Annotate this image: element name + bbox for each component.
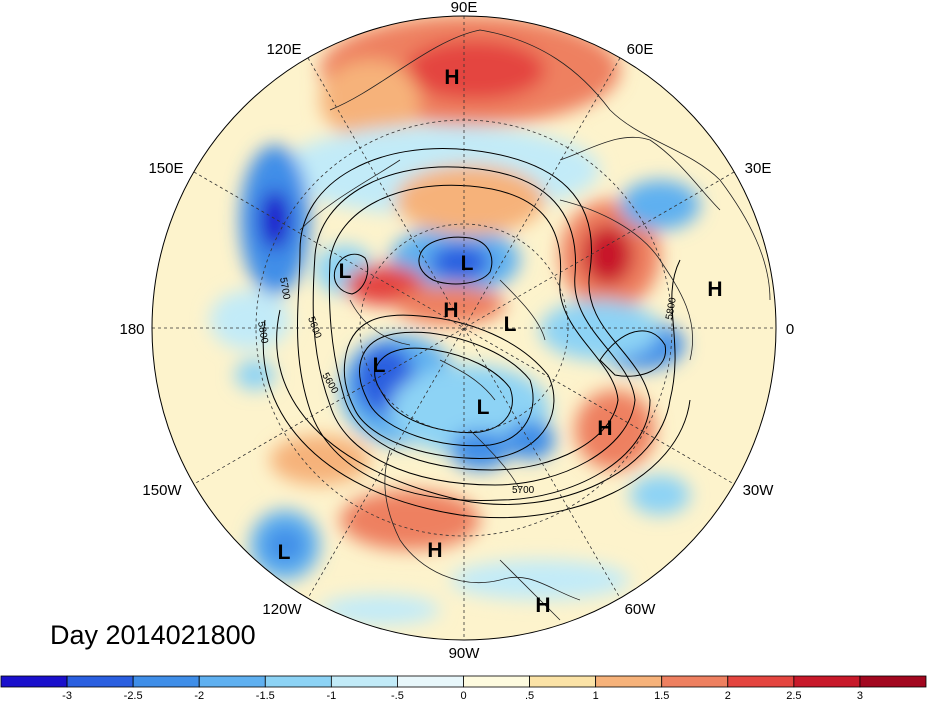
contour-label: 5700	[277, 277, 292, 301]
colorbar-tick-label: -1	[326, 690, 336, 702]
coastlines	[299, 29, 771, 621]
colorbar-ticks: -3 -2.5 -2 -1.5 -1 -.5 0 .5 1 1.5 2 2.5 3	[62, 690, 863, 702]
pressure-centers: H L L H L H L L H H L H	[278, 66, 723, 617]
colorbar-tick-label: .5	[525, 690, 534, 702]
low-pressure-marker: L	[504, 313, 517, 336]
colorbar-tick-label: 0	[460, 690, 466, 702]
high-pressure-marker: H	[707, 278, 722, 301]
colorbar-swatch	[264, 675, 332, 688]
colorbar-tick-label: 2	[725, 690, 731, 702]
colorbar-swatch	[66, 675, 134, 688]
high-pressure-marker: H	[444, 66, 459, 89]
low-pressure-marker: L	[278, 541, 291, 564]
colorbar-swatch	[463, 675, 530, 688]
lon-label-120e: 120E	[266, 41, 301, 58]
contour-label: 5700	[512, 485, 535, 496]
day-label: Day 2014021800	[50, 620, 256, 650]
contour-label: 5800	[255, 321, 270, 345]
lon-label-120w: 120W	[262, 601, 302, 618]
colorbar-swatch	[132, 675, 200, 688]
colorbar-swatch	[397, 675, 464, 688]
colorbar-swatch	[661, 675, 729, 688]
colorbar-tick-label: 3	[857, 690, 863, 702]
high-pressure-marker: H	[597, 417, 612, 440]
low-pressure-marker: L	[477, 396, 490, 419]
high-pressure-marker: H	[535, 594, 550, 617]
contour-label: 5800	[664, 296, 679, 320]
high-pressure-marker: H	[427, 539, 442, 562]
lon-label-90e: 90E	[451, 0, 478, 16]
low-pressure-marker: L	[373, 354, 386, 377]
lon-label-30w: 30W	[743, 482, 775, 499]
lon-label-0: 0	[786, 321, 794, 338]
colorbar-swatch	[330, 675, 398, 688]
lon-label-150w: 150W	[142, 482, 182, 499]
colorbar-swatches	[0, 675, 927, 688]
lon-label-180: 180	[119, 321, 144, 338]
colorbar-swatch	[0, 675, 68, 688]
colorbar-tick-label: 1.5	[654, 690, 669, 702]
colorbar-swatch	[727, 675, 795, 688]
colorbar-tick-label: 1	[593, 690, 599, 702]
colorbar-swatch	[859, 675, 927, 688]
colorbar-tick-label: -2.5	[124, 690, 143, 702]
longitude-labels: 90E 60E 30E 0 30W 60W 90W 120W 150W 180 …	[119, 0, 794, 662]
lon-label-60w: 60W	[625, 601, 657, 618]
colorbar-swatch	[793, 675, 861, 688]
globe-border	[151, 15, 777, 641]
lon-label-90w: 90W	[449, 645, 481, 662]
lon-label-30e: 30E	[745, 160, 772, 177]
lon-label-60e: 60E	[627, 41, 654, 58]
colorbar-tick-label: 2.5	[786, 690, 801, 702]
colorbar-tick-label: -.5	[391, 690, 404, 702]
colorbar: -3 -2.5 -2 -1.5 -1 -.5 0 .5 1 1.5 2 2.5 3	[0, 675, 927, 702]
colorbar-swatch	[198, 675, 266, 688]
low-pressure-marker: L	[461, 252, 474, 275]
height-contours	[262, 148, 691, 519]
colorbar-tick-label: -1.5	[256, 690, 275, 702]
graticule	[152, 16, 776, 640]
colorbar-tick-label: -3	[62, 690, 72, 702]
colorbar-swatch	[529, 675, 597, 688]
lon-label-150e: 150E	[148, 160, 183, 177]
colorbar-tick-label: -2	[194, 690, 204, 702]
low-pressure-marker: L	[339, 260, 352, 283]
colorbar-swatch	[595, 675, 663, 688]
high-pressure-marker: H	[443, 299, 458, 322]
